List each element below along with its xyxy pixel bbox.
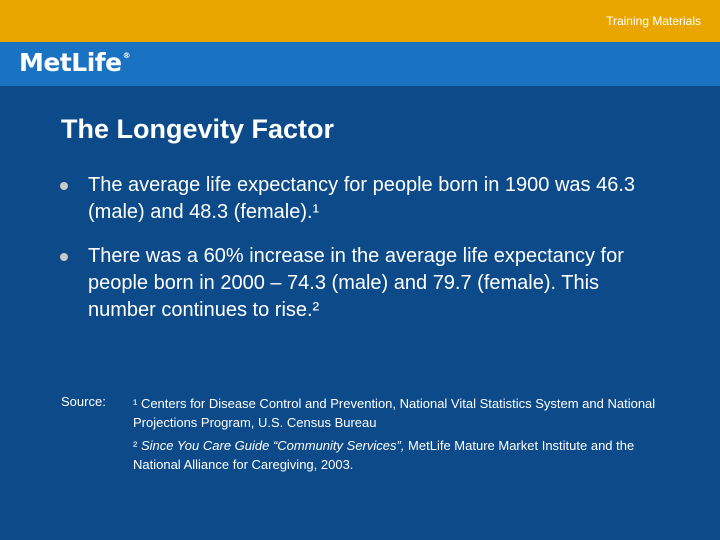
footnote-2-title: Since You Care Guide “Community Services… xyxy=(140,438,405,453)
bullet-dot-icon xyxy=(60,182,68,190)
header-label: Training Materials xyxy=(606,14,701,28)
bullet-item: There was a 60% increase in the average … xyxy=(60,243,670,324)
source-notes: ¹ Centers for Disease Control and Preven… xyxy=(133,394,663,478)
bullet-list: The average life expectancy for people b… xyxy=(60,172,670,341)
bullet-dot-icon xyxy=(60,253,68,261)
metlife-logo: MetLife® xyxy=(19,48,131,77)
bullet-item: The average life expectancy for people b… xyxy=(60,172,670,226)
footnote-2-prefix: ² xyxy=(133,438,141,453)
footnote-2: ² Since You Care Guide “Community Servic… xyxy=(133,436,663,474)
registered-mark: ® xyxy=(122,51,131,60)
slide-title: The Longevity Factor xyxy=(61,114,335,144)
footnote-2-rest: MetLife Mature Market Institute and the … xyxy=(133,438,635,472)
top-accent-bar: Training Materials xyxy=(0,0,720,42)
logo-text: MetLife xyxy=(19,48,122,77)
bullet-text: The average life expectancy for people b… xyxy=(88,174,636,223)
footnote-1: ¹ Centers for Disease Control and Preven… xyxy=(133,396,656,430)
bullet-text: There was a 60% increase in the average … xyxy=(88,245,624,321)
source-label: Source: xyxy=(61,394,106,409)
logo-band xyxy=(0,42,720,86)
